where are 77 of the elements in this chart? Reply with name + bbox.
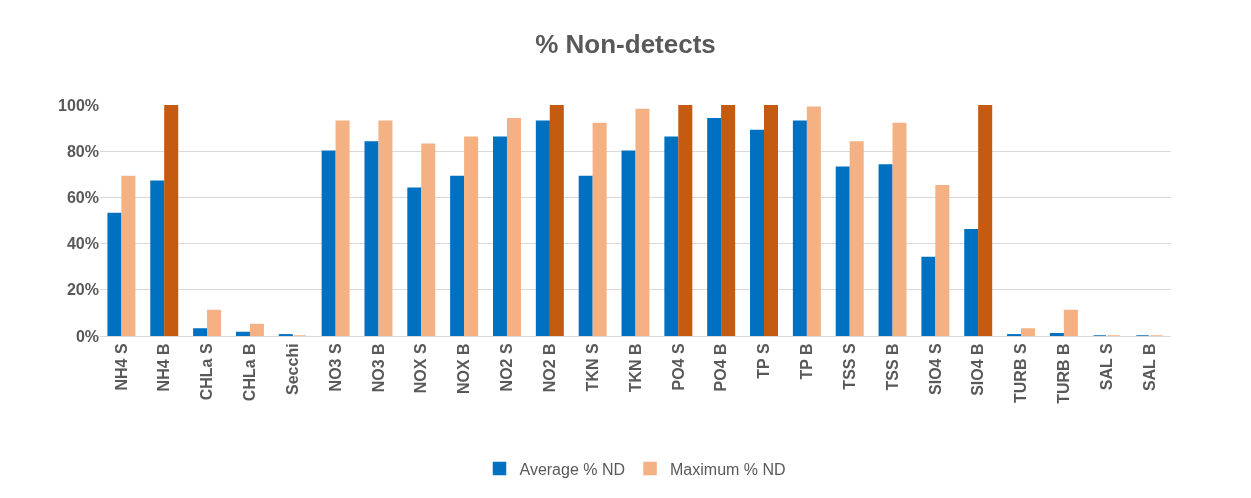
bar — [892, 122, 907, 336]
bar — [549, 105, 564, 336]
x-tick-label: NOX S — [412, 343, 430, 394]
x-tick-label: PO4 B — [712, 343, 730, 392]
y-tick-label: 20% — [66, 281, 99, 299]
bar — [878, 164, 893, 336]
x-tick-label: CHLa S — [198, 343, 216, 401]
bar — [750, 129, 765, 336]
y-tick-label: 100% — [58, 96, 99, 114]
bar — [207, 309, 222, 336]
x-tick-label: NO2 S — [498, 343, 516, 392]
x-tick-label: TP S — [755, 343, 773, 379]
bar — [335, 120, 350, 336]
bar — [150, 180, 165, 336]
x-tick-label: TURB B — [1055, 343, 1073, 404]
x-tick-label: TSS S — [840, 343, 858, 390]
x-tick-label: NH4 B — [155, 343, 173, 392]
bar — [1021, 328, 1036, 336]
bar — [964, 228, 979, 336]
legend-label: Maximum % ND — [670, 460, 786, 478]
x-tick-label: SIO4 B — [969, 343, 987, 396]
bar — [121, 175, 136, 336]
bar — [664, 136, 679, 336]
bar — [464, 136, 479, 336]
bar — [506, 118, 521, 336]
x-tick-label: TKN S — [583, 343, 601, 392]
bar — [921, 256, 936, 336]
legend-label: Average % ND — [519, 460, 626, 478]
bar — [493, 136, 508, 336]
x-tick-label: TURB S — [1012, 343, 1030, 403]
bar — [164, 105, 179, 336]
bar — [763, 105, 778, 336]
bar — [421, 143, 436, 336]
x-tick-label: NO2 B — [541, 343, 559, 393]
x-tick-label: NH4 S — [112, 343, 130, 391]
bar — [721, 105, 736, 336]
bar — [378, 120, 393, 336]
bar — [235, 331, 250, 336]
x-tick-label: TKN B — [626, 343, 644, 393]
bar — [635, 108, 650, 336]
bar — [592, 122, 607, 336]
x-tick-label: CHLa B — [241, 343, 259, 402]
x-tick-label: SAL S — [1097, 343, 1115, 391]
y-tick-label: 60% — [66, 189, 99, 206]
bar — [849, 141, 864, 336]
bar — [321, 150, 336, 336]
bar — [707, 118, 722, 336]
bar — [1063, 309, 1078, 336]
bar — [364, 141, 379, 336]
x-tick-label: SIO4 S — [926, 343, 944, 395]
x-tick-label: TP B — [798, 343, 816, 380]
bar — [193, 328, 208, 336]
x-tick-label: NOX B — [455, 343, 473, 395]
chart-title: % Non-detects — [535, 29, 716, 60]
bar — [678, 105, 693, 336]
y-tick-label: 80% — [66, 142, 99, 160]
x-tick-label: SAL B — [1140, 343, 1158, 392]
x-tick-label: NO3 B — [369, 343, 387, 393]
bar — [450, 175, 465, 336]
bar — [978, 105, 993, 336]
bar — [806, 106, 821, 336]
x-tick-label: TSS B — [883, 343, 901, 391]
bar — [935, 185, 950, 336]
y-tick-label: 40% — [66, 235, 99, 253]
bar — [107, 212, 122, 336]
x-tick-label: NO3 S — [326, 343, 344, 392]
bar — [835, 166, 850, 336]
y-tick-label: 0% — [75, 327, 99, 345]
bar — [249, 323, 264, 336]
bar — [535, 120, 550, 336]
x-tick-label: PO4 S — [669, 343, 687, 391]
bar — [578, 175, 593, 336]
bar — [1049, 332, 1064, 336]
bar — [407, 187, 422, 336]
bar — [792, 120, 807, 336]
x-tick-label: Secchi — [283, 343, 301, 395]
bar — [621, 150, 636, 336]
